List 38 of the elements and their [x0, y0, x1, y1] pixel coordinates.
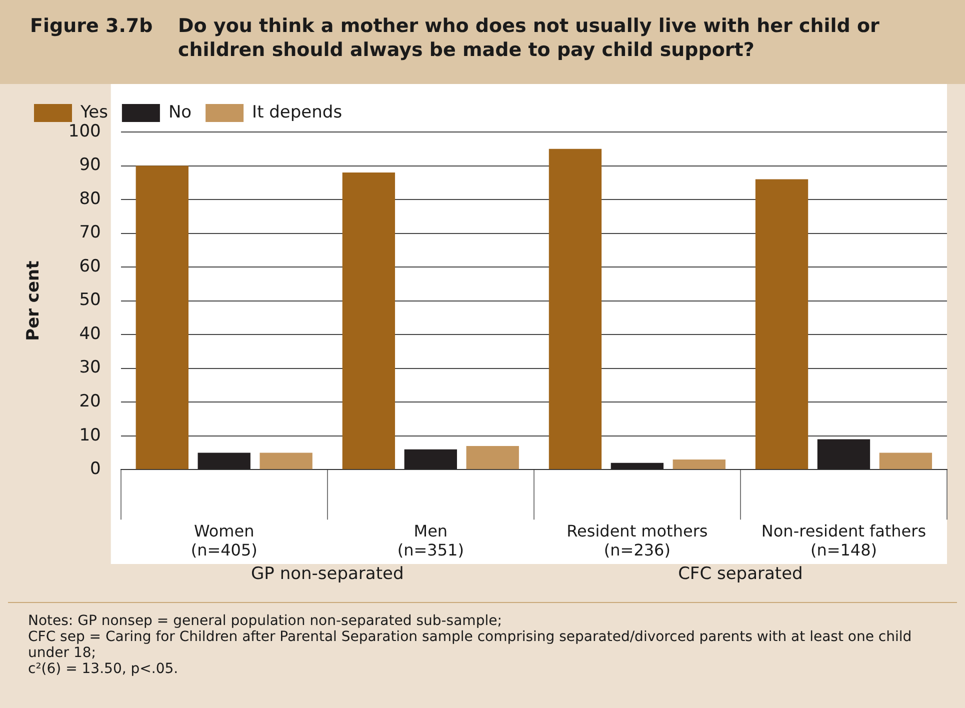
x-tick-label: Non-resident fathers (n=148) [761, 521, 926, 560]
legend-label: It depends [252, 102, 342, 122]
bar [548, 148, 602, 470]
y-axis-title: Per cent [24, 260, 44, 341]
bar [466, 446, 519, 470]
bar [136, 166, 188, 470]
text: Notes: GP nonsep = general population non-separated sub-sample; [28, 613, 503, 629]
text: CFC separated [677, 564, 804, 584]
bar [817, 439, 870, 470]
y-tick-label: 50 [79, 290, 101, 310]
y-tick-label: 90 [79, 155, 101, 176]
y-tick-label: 10 [79, 425, 101, 446]
text: GP non-separated [250, 564, 405, 584]
y-tick-label: 0 [90, 459, 101, 480]
chart-subtitle: Do you think a mother who does not usually live with her child or children should always be made to pay child support? [178, 14, 880, 63]
y-tick-label: 70 [79, 222, 101, 243]
y-tick-label: 30 [79, 358, 101, 378]
x-tick-label: Men (n=351) [397, 521, 464, 560]
bar [260, 452, 312, 470]
bar [610, 462, 664, 470]
bar [672, 459, 726, 470]
legend-label: No [168, 102, 192, 122]
bar [879, 452, 932, 470]
legend-label: Yes [80, 102, 108, 122]
text: CFC sep = Caring for Children after Parental Separation sample comprising separated/divorced parents with at least one child under 18; [28, 629, 913, 661]
bar [755, 179, 808, 470]
x-tick-label: Resident mothers (n=236) [566, 521, 708, 560]
y-tick-label: 100 [68, 121, 101, 142]
bar [198, 452, 250, 470]
x-tick-label: Women (n=405) [190, 521, 258, 560]
y-tick-label: 20 [79, 392, 101, 412]
text: c²(6) = 13.50, p<.05. [28, 661, 180, 677]
y-tick-label: 40 [79, 324, 101, 344]
y-tick-label: 80 [79, 188, 101, 209]
y-tick-label: 60 [79, 256, 101, 276]
bar [404, 449, 457, 470]
bar [342, 172, 396, 470]
chart-title: Figure 3.7b [30, 14, 154, 39]
